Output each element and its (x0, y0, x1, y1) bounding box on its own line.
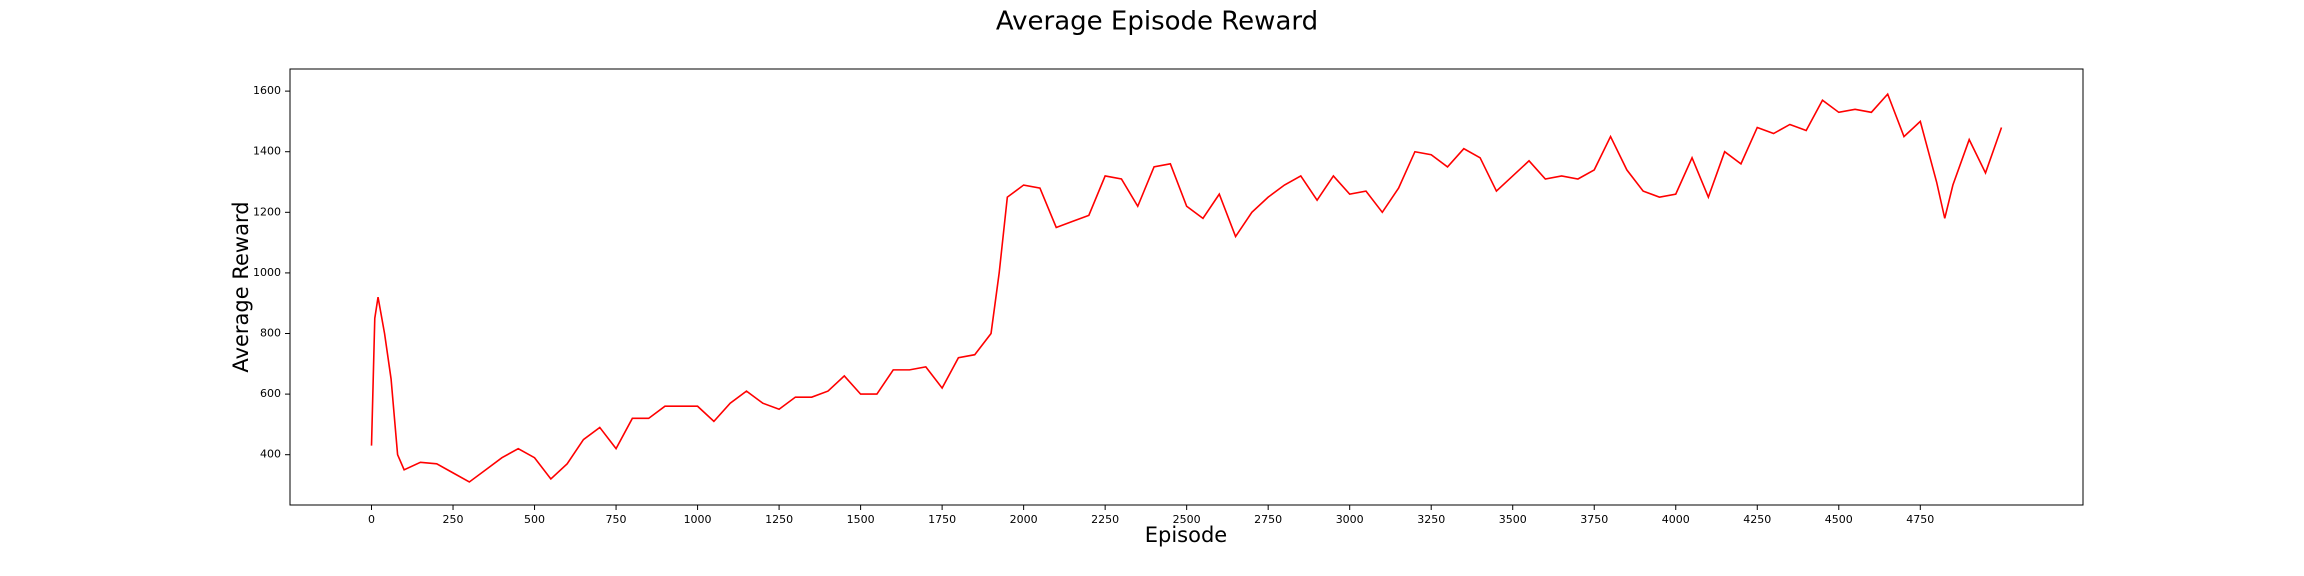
x-tick-label: 2000 (1010, 513, 1038, 526)
plot-frame (289, 68, 2084, 506)
x-tick-label: 250 (443, 513, 464, 526)
x-tick-label: 500 (524, 513, 545, 526)
chart-title: Average Episode Reward (996, 7, 1318, 37)
x-tick-label: 3500 (1499, 513, 1527, 526)
x-tick-label: 3000 (1336, 513, 1364, 526)
y-tick-label: 800 (260, 327, 281, 340)
y-tick-label: 1600 (253, 84, 281, 97)
x-tick-label: 1250 (765, 513, 793, 526)
x-axis-label: Episode (1145, 523, 1227, 547)
y-axis-label: Average Reward (229, 201, 253, 372)
y-tick-label: 1200 (253, 205, 281, 218)
x-tick-label: 2250 (1091, 513, 1119, 526)
x-tick-label: 4250 (1743, 513, 1771, 526)
y-tick-label: 1400 (253, 145, 281, 158)
x-tick-label: 0 (368, 513, 375, 526)
x-tick-label: 3250 (1417, 513, 1445, 526)
x-tick-label: 4750 (1906, 513, 1934, 526)
x-tick-label: 4000 (1662, 513, 1690, 526)
y-tick-label: 600 (260, 387, 281, 400)
x-tick-label: 1750 (928, 513, 956, 526)
x-tick-label: 1000 (684, 513, 712, 526)
y-tick-label: 400 (260, 448, 281, 461)
x-tick-label: 750 (606, 513, 627, 526)
x-tick-label: 3750 (1580, 513, 1608, 526)
x-tick-label: 4500 (1825, 513, 1853, 526)
x-tick-label: 2500 (1173, 513, 1201, 526)
series-line (370, 92, 2003, 483)
x-tick-label: 1500 (847, 513, 875, 526)
x-tick-label: 2750 (1254, 513, 1282, 526)
y-tick-label: 1000 (253, 266, 281, 279)
